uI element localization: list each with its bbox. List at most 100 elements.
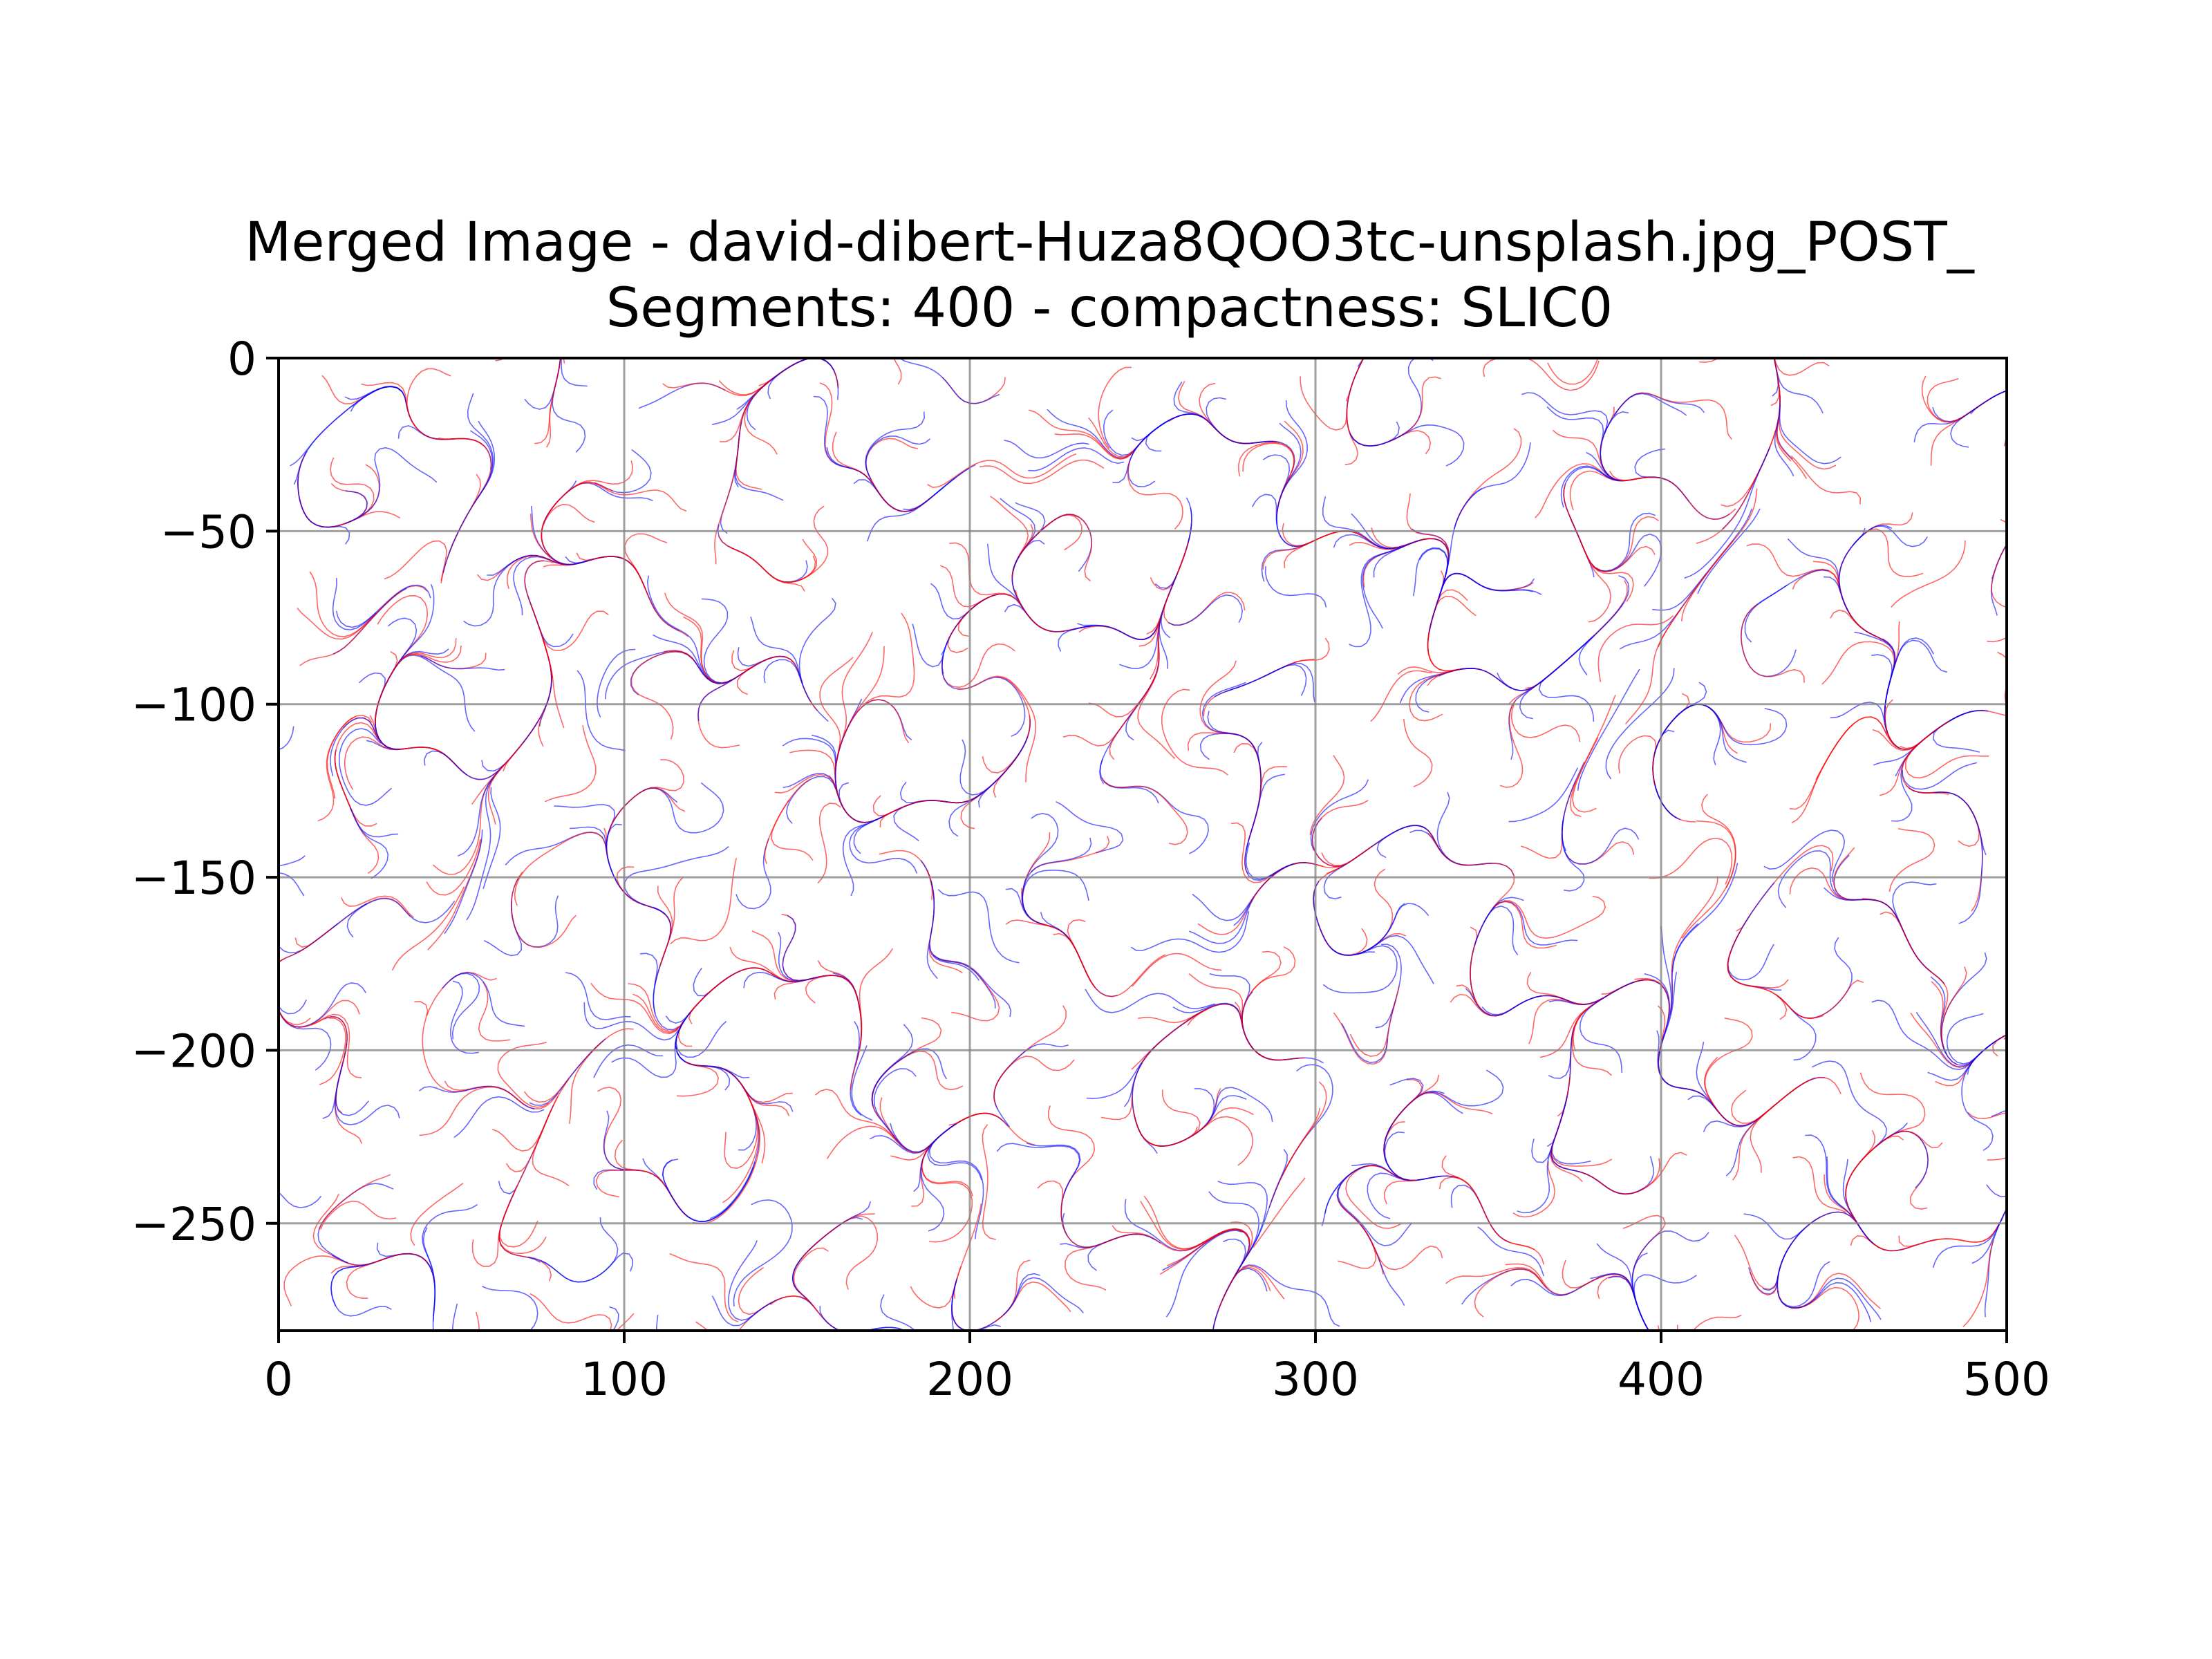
streamline (879, 791, 985, 828)
streamline (1902, 762, 1978, 790)
streamline (345, 447, 438, 524)
streamline (609, 1306, 619, 1331)
streamline (349, 807, 389, 879)
streamline (1697, 508, 1761, 594)
streamline (1329, 935, 1434, 984)
streamline (1774, 358, 1830, 376)
streamline (1056, 800, 1124, 854)
streamline (532, 1078, 570, 1187)
streamline (375, 653, 487, 724)
streamline (1065, 1233, 1145, 1291)
streamline (422, 1227, 436, 1331)
streamline (481, 655, 552, 772)
streamline (1821, 641, 1895, 685)
streamline (449, 973, 480, 1040)
streamline (641, 782, 724, 834)
streamline (817, 803, 841, 884)
streamline (1561, 815, 1640, 865)
streamline (1659, 703, 1747, 763)
y-tick-label: −250 (131, 1198, 256, 1251)
streamline (1910, 1012, 1980, 1069)
streamline (1391, 1091, 1493, 1125)
streamline (1003, 1277, 1084, 1315)
streamline (335, 584, 431, 628)
streamline (487, 743, 523, 825)
streamline (659, 877, 684, 966)
streamline (1633, 1274, 1697, 1330)
streamline (793, 1247, 829, 1312)
streamline (1597, 615, 1674, 682)
streamline (1613, 393, 1687, 416)
streamline (419, 1086, 525, 1136)
streamline (1127, 413, 1205, 487)
streamline (1098, 366, 1132, 449)
streamline (297, 451, 350, 545)
y-tick-label: −200 (131, 1024, 256, 1078)
streamline (731, 547, 816, 583)
streamline (1494, 901, 1557, 949)
y-tick-label: −50 (160, 505, 256, 559)
streamline (1987, 543, 2007, 643)
streamline (1311, 800, 1372, 868)
streamline (1159, 1229, 1250, 1275)
streamline (1438, 488, 1483, 596)
streamline (1403, 719, 1433, 787)
streamline (341, 895, 415, 919)
streamline (1345, 1165, 1418, 1229)
streamline (423, 750, 505, 780)
streamline (1891, 540, 1966, 608)
streamline (1100, 1009, 1207, 1121)
streamline (1067, 919, 1096, 988)
streamline (482, 1286, 538, 1331)
streamline (279, 1009, 332, 1071)
streamline (1961, 1046, 1994, 1152)
streamline (1777, 1277, 1882, 1320)
streamline (1934, 791, 1983, 924)
streamline (1477, 1226, 1545, 1277)
streamline (1577, 668, 1640, 791)
streamline (1845, 1130, 1943, 1224)
streamline (1367, 1172, 1441, 1219)
streamline (979, 459, 1105, 485)
streamline (544, 725, 597, 803)
streamline (815, 1088, 899, 1143)
streamline (1600, 411, 1629, 481)
streamline (561, 358, 588, 387)
streamline (1940, 966, 1967, 1048)
streamline (545, 358, 561, 448)
streamline (457, 769, 500, 857)
streamline (279, 855, 306, 867)
streamline (332, 578, 377, 630)
streamline (1950, 390, 2007, 448)
streamline (1130, 911, 1250, 953)
streamline (937, 889, 1020, 964)
streamline (1333, 1012, 1389, 1065)
streamline (993, 1056, 1075, 1105)
x-tick-label: 500 (1963, 1353, 2050, 1406)
streamline (1375, 944, 1402, 1029)
streamline (903, 464, 976, 511)
streamline (346, 897, 456, 938)
streamline (1349, 424, 1465, 467)
streamline (1188, 898, 1255, 944)
y-tick-label: −100 (131, 679, 256, 732)
streamline (927, 453, 1077, 489)
streamline (1510, 704, 1581, 742)
streamline (850, 948, 894, 1090)
streamline (1018, 514, 1093, 582)
streamline (670, 858, 737, 945)
streamline (320, 1200, 397, 1230)
streamline (1932, 1224, 2000, 1268)
x-tick-label: 400 (1618, 1353, 1705, 1406)
plot-frame (277, 357, 2008, 1332)
streamline (1609, 471, 1736, 521)
streamline (442, 420, 496, 573)
streamline (478, 982, 511, 1042)
streamline (1264, 566, 1327, 608)
y-tick-label: 0 (227, 332, 256, 386)
streamline (1132, 1107, 1254, 1147)
streamline (1168, 594, 1244, 626)
streamline (864, 612, 915, 705)
streamline (1437, 572, 1542, 600)
streamline (1338, 1165, 1413, 1246)
